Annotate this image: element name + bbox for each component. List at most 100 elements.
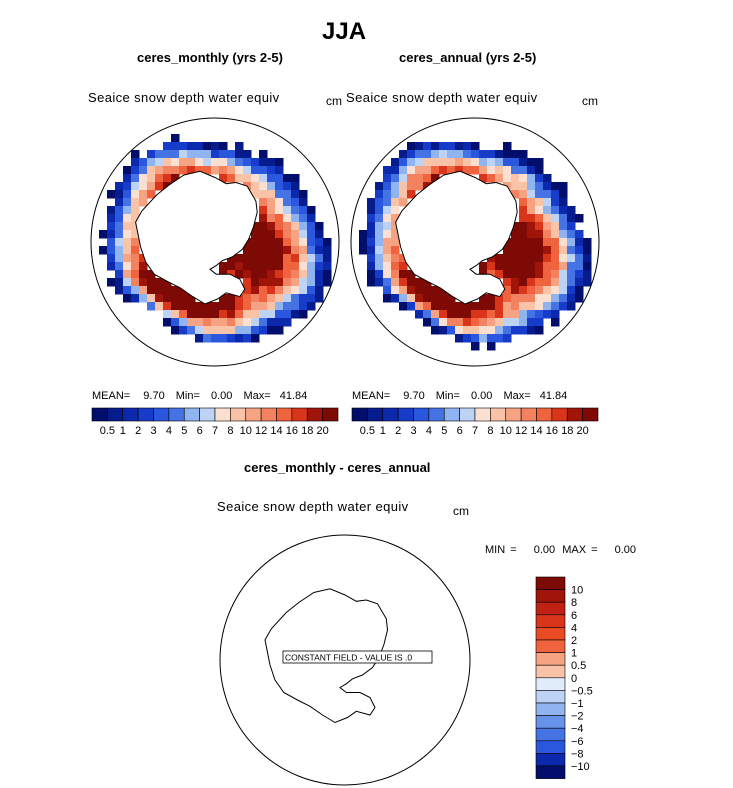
snow-depth-cell bbox=[123, 254, 132, 263]
colorbar-swatch bbox=[107, 407, 124, 422]
snow-depth-cell bbox=[383, 238, 392, 247]
snow-depth-cell bbox=[503, 262, 512, 271]
snow-depth-cell bbox=[251, 318, 260, 327]
snow-depth-cell bbox=[583, 238, 592, 247]
colorbar-swatch bbox=[168, 407, 185, 422]
snow-depth-cell bbox=[131, 166, 140, 175]
snow-depth-cell bbox=[471, 334, 480, 343]
snow-depth-cell bbox=[431, 142, 440, 151]
snow-depth-cell bbox=[407, 286, 416, 295]
snow-depth-cell bbox=[487, 294, 496, 303]
snow-depth-cell bbox=[535, 254, 544, 263]
snow-depth-cell bbox=[227, 150, 236, 159]
snow-depth-cell bbox=[447, 326, 456, 335]
snow-depth-cell bbox=[503, 302, 512, 311]
map-panel1 bbox=[90, 117, 340, 367]
snow-depth-cell bbox=[275, 286, 284, 295]
snow-depth-cell bbox=[299, 198, 308, 207]
colorbar-swatch bbox=[535, 576, 566, 590]
snow-depth-cell bbox=[283, 318, 292, 327]
snow-depth-cell bbox=[259, 262, 268, 271]
snow-depth-cell bbox=[519, 246, 528, 255]
snow-depth-cell bbox=[299, 302, 308, 311]
snow-depth-cell bbox=[131, 214, 140, 223]
snow-depth-cell bbox=[519, 326, 528, 335]
snow-depth-cell bbox=[455, 142, 464, 151]
snow-depth-cell bbox=[163, 310, 172, 319]
snow-depth-cell bbox=[399, 198, 408, 207]
colorbar-swatch bbox=[535, 727, 566, 742]
snow-depth-cell bbox=[559, 286, 568, 295]
snow-depth-cell bbox=[115, 254, 124, 263]
snow-depth-cell bbox=[115, 230, 124, 239]
colorbar-tick-label: −8 bbox=[571, 748, 584, 760]
snow-depth-cell bbox=[299, 286, 308, 295]
colorbar-swatch bbox=[535, 765, 566, 779]
snow-depth-cell bbox=[307, 294, 316, 303]
snow-depth-cell bbox=[179, 142, 188, 151]
snow-depth-cell bbox=[307, 270, 316, 279]
snow-depth-cell bbox=[163, 302, 172, 311]
snow-depth-cell bbox=[503, 286, 512, 295]
snow-depth-cell bbox=[203, 334, 212, 343]
snow-depth-cell bbox=[391, 190, 400, 199]
snow-depth-cell bbox=[399, 286, 408, 295]
snow-depth-cell bbox=[495, 310, 504, 319]
snow-depth-cell bbox=[275, 270, 284, 279]
snow-depth-cell bbox=[551, 190, 560, 199]
snow-depth-cell bbox=[195, 326, 204, 335]
snow-depth-cell bbox=[275, 262, 284, 271]
snow-depth-cell bbox=[131, 206, 140, 215]
snow-depth-cell bbox=[139, 286, 148, 295]
colorbar-tick-label: 10 bbox=[240, 425, 252, 437]
snow-depth-cell bbox=[503, 294, 512, 303]
colorbar-tick-label: 0.5 bbox=[360, 425, 375, 437]
snow-depth-cell bbox=[291, 206, 300, 215]
snow-depth-cell bbox=[259, 198, 268, 207]
snow-depth-cell bbox=[275, 318, 284, 327]
snow-depth-cell bbox=[391, 254, 400, 263]
snow-depth-cell bbox=[479, 310, 488, 319]
snow-depth-cell bbox=[519, 294, 528, 303]
snow-depth-cell bbox=[503, 318, 512, 327]
snow-depth-cell bbox=[407, 294, 416, 303]
snow-depth-cell bbox=[107, 230, 116, 239]
snow-depth-cell bbox=[551, 238, 560, 247]
snow-depth-cell bbox=[543, 174, 552, 183]
colorbar-swatch bbox=[535, 753, 566, 767]
snow-depth-cell bbox=[567, 302, 576, 311]
snow-depth-cell bbox=[415, 286, 424, 295]
snow-depth-cell bbox=[495, 318, 504, 327]
colorbar-tick-label: 6 bbox=[457, 425, 463, 437]
snow-depth-cell bbox=[527, 262, 536, 271]
snow-depth-cell bbox=[291, 294, 300, 303]
snow-depth-cell bbox=[383, 198, 392, 207]
panel2-colorbar: 0.5 1 2 3 4 5 6 7 8 10 12 14 16 18 20 bbox=[351, 407, 599, 437]
snow-depth-cell bbox=[527, 278, 536, 287]
snow-depth-cell bbox=[407, 190, 416, 199]
snow-depth-cell bbox=[487, 254, 496, 263]
colorbar-swatch bbox=[505, 407, 522, 422]
snow-depth-cell bbox=[383, 206, 392, 215]
snow-depth-cell bbox=[527, 286, 536, 295]
snow-depth-cell bbox=[131, 286, 140, 295]
colorbar-tick-label: 0 bbox=[571, 673, 577, 685]
colorbar-swatch bbox=[535, 715, 566, 729]
snow-depth-cell bbox=[123, 246, 132, 255]
snow-depth-cell bbox=[439, 326, 448, 335]
snow-depth-cell bbox=[391, 214, 400, 223]
snow-depth-cell bbox=[243, 326, 252, 335]
snow-depth-cell bbox=[155, 174, 164, 183]
snow-depth-cell bbox=[495, 270, 504, 279]
snow-depth-cell bbox=[503, 166, 512, 175]
snow-depth-cell bbox=[487, 270, 496, 279]
snow-depth-cell bbox=[267, 270, 276, 279]
snow-depth-cell bbox=[511, 262, 520, 271]
snow-depth-cell bbox=[487, 262, 496, 271]
snow-depth-cell bbox=[163, 174, 172, 183]
snow-depth-cell bbox=[139, 294, 148, 303]
colorbar-tick-label: 14 bbox=[530, 425, 542, 437]
snow-depth-cell bbox=[275, 206, 284, 215]
snow-depth-cell bbox=[323, 254, 332, 263]
panel1-variable-label: Seaice snow depth water equiv bbox=[88, 90, 280, 105]
